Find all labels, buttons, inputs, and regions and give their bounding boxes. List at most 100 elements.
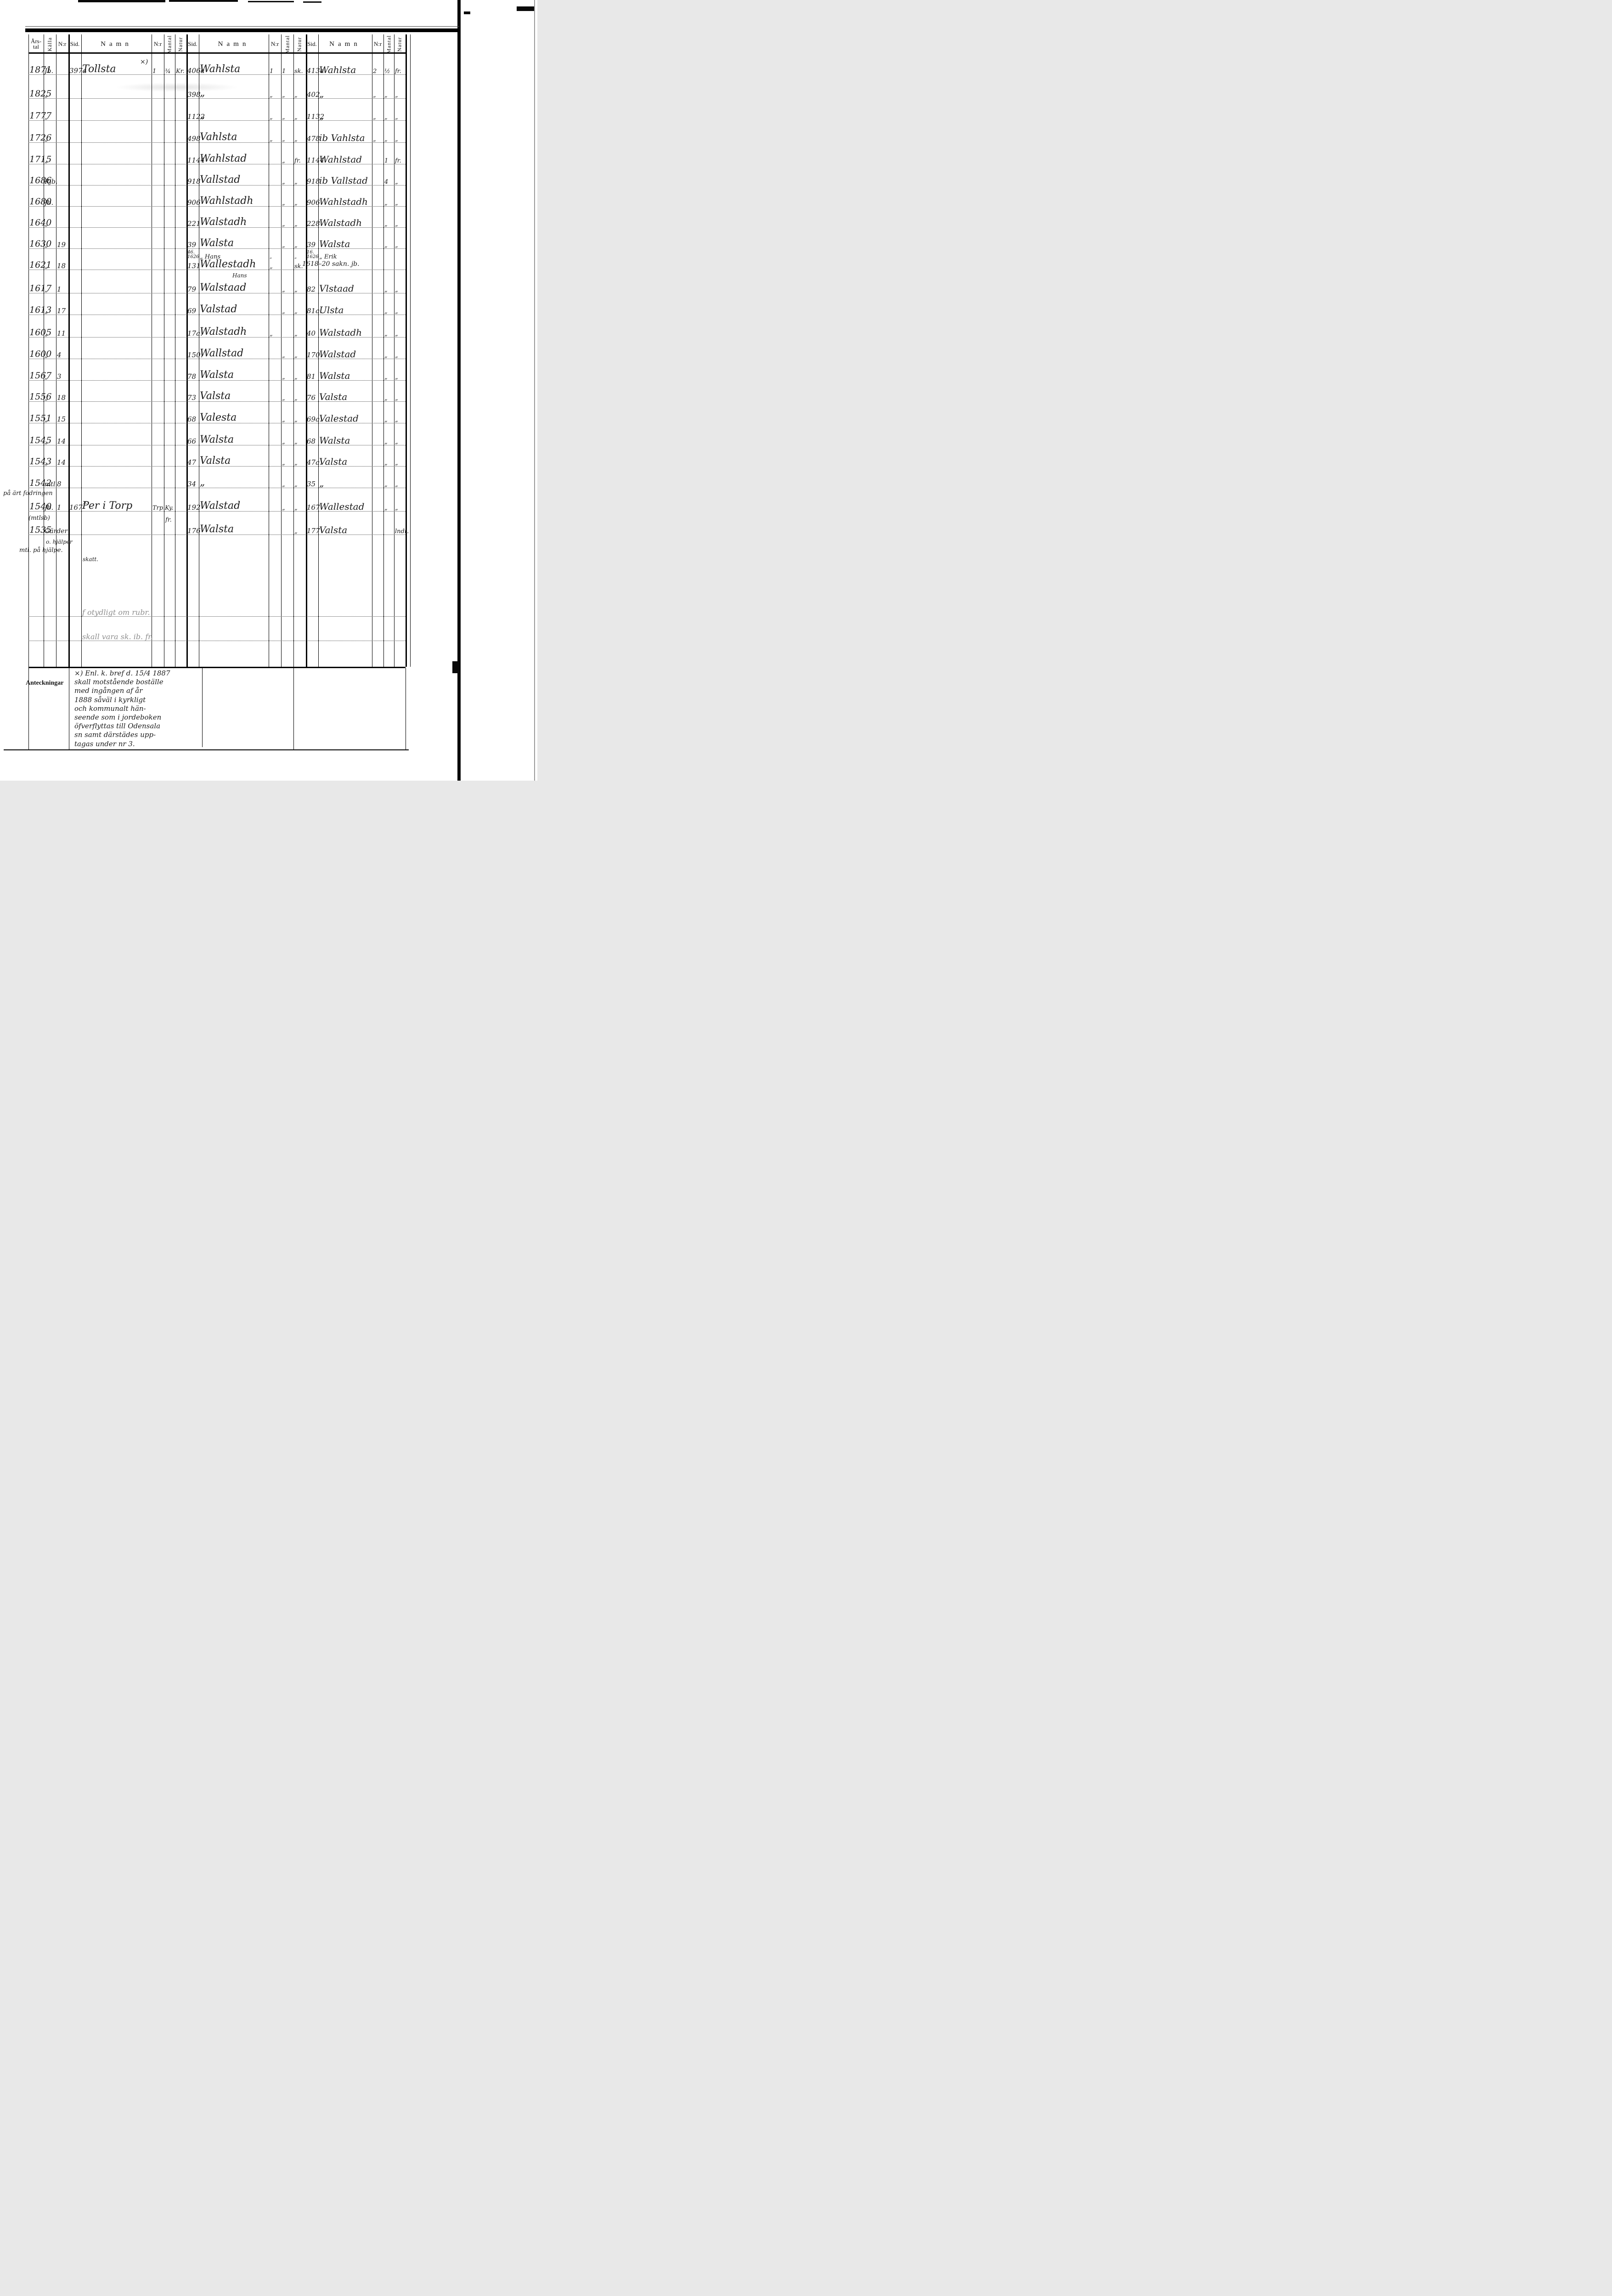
- cell-kalla: mtl: [45, 481, 56, 488]
- anteckningar-top-rule: [28, 667, 406, 668]
- header-label-sid1: Sid.: [70, 40, 80, 47]
- cell-sid2: 176: [187, 527, 201, 535]
- annotation: o. hjälper: [46, 539, 73, 545]
- cell-namn2: Valesta: [200, 412, 237, 423]
- row-dotted-line: [28, 380, 406, 381]
- cell-nr1: 14: [57, 437, 66, 445]
- cell-namn2: „: [200, 109, 205, 121]
- header-label-namn3: Namn: [329, 40, 361, 48]
- header-label-namn1: Namn: [101, 40, 132, 48]
- cell-sid2: 79: [187, 285, 197, 293]
- cell-namn2: Walsta: [200, 523, 234, 535]
- cell-sid2: 1122: [187, 113, 205, 121]
- cell-namn2: Valsta: [200, 390, 231, 402]
- cell-naturC: „: [395, 374, 398, 381]
- note-line: ×) Enl. k. bref d. 15/4 1887: [74, 669, 170, 677]
- col-line-mantalC: [383, 34, 384, 667]
- cell-sid3: 35: [307, 480, 316, 488]
- cell-sid1: 397a: [69, 67, 87, 75]
- cell-nrB: „: [270, 136, 273, 143]
- cell-naturC: „: [395, 287, 398, 293]
- cell-nr1: 8: [57, 480, 62, 488]
- header-cell-namn1: Namn: [81, 36, 152, 52]
- cell-namn2: Vallstad: [200, 174, 241, 186]
- cell-artal: 1871: [29, 65, 52, 75]
- cell-naturB: „: [294, 114, 298, 121]
- cell-mantalC: „: [384, 460, 388, 467]
- header-label-nrA: N:r: [153, 40, 162, 47]
- cell-kalla: „: [45, 438, 48, 445]
- header-label-nrB: N:r: [271, 40, 279, 47]
- header-cell-sid2: Sid.: [186, 36, 199, 52]
- cell-sid2: 39: [187, 241, 197, 249]
- cell-mantalB: „: [282, 439, 285, 445]
- table-row-1556: 1556 „ 18 73 Valsta „ „ 76 Valsta „ „: [28, 386, 411, 402]
- header-cell-sid3: Sid.: [306, 36, 318, 52]
- cell-sid3: 906: [307, 198, 320, 207]
- header-label-mantalC: Mantal: [385, 35, 392, 53]
- cell-sid1: 167: [69, 503, 83, 512]
- cell-sid2: 47: [187, 458, 197, 467]
- cell-sid3: 1144: [307, 156, 325, 164]
- cell-artal: 1600: [29, 349, 52, 359]
- col-line-sid2: [186, 34, 188, 667]
- cell-namn3: „: [319, 110, 324, 121]
- header-label-kalla: Källa: [46, 37, 53, 51]
- cell-nr1: 4: [57, 351, 62, 359]
- cell-kalla: „: [45, 373, 48, 381]
- note-region-line: [293, 668, 294, 749]
- cell-nrC: 2: [373, 68, 377, 75]
- cell-namn3: „ Erik: [319, 253, 337, 260]
- table-row-1605: 1605 „ 11 17a. Walstadh „ „ 40 Walstadh „ „: [28, 322, 411, 338]
- row-dotted-line: [28, 98, 406, 99]
- cell-sid2: 46. 1626: [187, 250, 199, 259]
- cell-mantalB: „: [282, 136, 285, 143]
- cell-mantalC: „: [384, 374, 388, 381]
- table-row-1543: 1543 „ 14 47 Valsta „ „ 47a. Valsta „ „: [28, 451, 411, 467]
- cell-kalla: „: [45, 220, 48, 228]
- cell-naturC: „: [395, 308, 398, 315]
- cell-naturB: fr.: [294, 158, 301, 164]
- cell-namn3: Vlstaad: [319, 283, 354, 294]
- scan-artifact-blob: [517, 6, 535, 11]
- cell-mantalC: „: [384, 242, 388, 249]
- table-row-1621: 1621 „ 18 131 Wallestadh „ sk.: [28, 254, 411, 270]
- row-dotted-line: [28, 511, 406, 512]
- cell-kalla: „: [45, 459, 48, 467]
- cell-namn2: Valstad: [200, 304, 237, 315]
- cell-sid2: 68: [187, 415, 197, 423]
- table-row-1686: 1686 Rjb. 918 Vallstad „ „ 918 ib Vallstad 4 „: [28, 170, 411, 186]
- cell-namn2: Valsta: [200, 455, 231, 467]
- note-box-right-line: [202, 668, 203, 747]
- cell-sid3: 478: [307, 135, 320, 143]
- cell-namn2: „ Hans: [200, 253, 220, 260]
- header-cell-mantalC: Mantal: [383, 35, 394, 53]
- cell-namn3: Walstadh: [319, 327, 362, 338]
- table-row-1542: 1542 mtl 8 34 „ „ „ 35 „ „ „: [28, 473, 411, 488]
- cell-naturB: „: [294, 374, 298, 381]
- cell-mantalB: „: [282, 352, 285, 359]
- cell-mantalC: „: [384, 395, 388, 402]
- cell-mantalB: „: [282, 481, 285, 488]
- cell-mantalC: „: [384, 505, 388, 512]
- row-dotted-line: [28, 466, 406, 467]
- cell-namn2: Walstaad: [200, 282, 247, 293]
- cell-namn3: Wallestad: [319, 501, 365, 512]
- cell-namn3: Walsta: [319, 370, 350, 381]
- cell-mantalB: „: [282, 308, 285, 315]
- cell-namn3: ib Vallstad: [319, 175, 368, 186]
- cell-naturB: sk.: [294, 68, 303, 75]
- cell-kalla: „: [45, 91, 48, 99]
- cell-artal: 1545: [29, 435, 52, 445]
- cell-namn3: Wahlsta: [319, 64, 356, 75]
- cell-mantalC: „: [384, 439, 388, 445]
- cell-sid3: 413a: [307, 67, 324, 75]
- cell-naturC: „: [395, 460, 398, 467]
- header-label-namn2: Namn: [218, 40, 250, 48]
- table-row-1551: 1551 „ 15 68 Valesta „ „ 69a. Valestad „ „: [28, 408, 411, 423]
- cell-mantalB: „: [282, 287, 285, 293]
- faint-smudge: [115, 83, 239, 92]
- cell-artal: 1825: [29, 89, 52, 99]
- cell-nr1: 17: [57, 307, 66, 315]
- table-top-thin-rule: [25, 26, 459, 27]
